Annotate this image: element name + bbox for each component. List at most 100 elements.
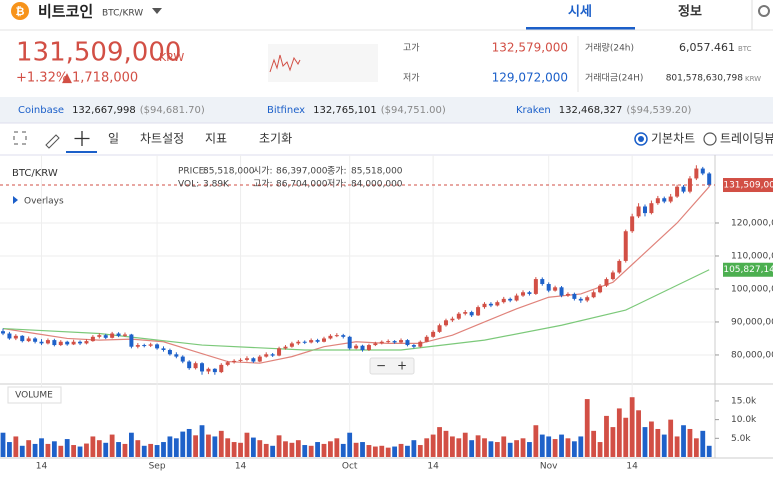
- logo-glyph: ₿: [16, 5, 25, 18]
- volume-bar: [141, 445, 147, 457]
- candle-body: [71, 341, 76, 345]
- legend-label: 종가:: [327, 166, 347, 177]
- candle-body: [334, 335, 339, 337]
- volume-bar: [610, 427, 616, 457]
- fullscreen-icon[interactable]: [13, 131, 27, 145]
- candle-body: [553, 287, 558, 291]
- volume-bar: [546, 436, 552, 457]
- volume-bar: [501, 436, 507, 457]
- candle-body: [187, 361, 192, 369]
- candle-body: [476, 307, 481, 316]
- candle-body: [232, 360, 237, 363]
- zoom-in[interactable]: +: [397, 359, 407, 373]
- candle-body: [347, 336, 352, 349]
- volume-bar: [642, 427, 648, 457]
- candle-body: [122, 334, 127, 336]
- indicators[interactable]: 지표: [205, 132, 227, 146]
- volume-bar: [32, 443, 38, 457]
- exchange-list: Coinbase 132,667,998 ($94,681.70) Bitfinex 1…: [18, 105, 692, 116]
- candle-body: [225, 362, 230, 365]
- candle-body: [116, 333, 121, 336]
- volume-bar: [597, 442, 603, 457]
- symbol: BTC/KRW: [12, 168, 58, 179]
- candle-body: [7, 333, 12, 339]
- volume-bar: [488, 441, 494, 457]
- candle-body: [302, 341, 307, 343]
- dropdown-arrow[interactable]: [152, 8, 162, 14]
- overlays[interactable]: Overlays: [24, 197, 64, 207]
- crosshair-icon[interactable]: [74, 131, 90, 146]
- volume-bar: [417, 445, 423, 457]
- candle-body: [521, 292, 526, 296]
- label: 고가: [403, 43, 420, 54]
- candle-body: [655, 198, 660, 204]
- candle-body: [244, 358, 249, 360]
- volume-bar: [430, 434, 436, 457]
- candle-body: [39, 341, 44, 344]
- volume-bar: [283, 441, 288, 457]
- exchange-name[interactable]: Coinbase: [18, 105, 64, 116]
- candle-body: [443, 320, 448, 326]
- volume-bar: [571, 441, 577, 457]
- volume-bar: [161, 442, 166, 457]
- period[interactable]: 일: [108, 132, 119, 146]
- tab[interactable]: 시세: [568, 5, 592, 20]
- volume-bar: [379, 445, 385, 457]
- candle-body: [296, 341, 301, 344]
- candle-body: [251, 358, 256, 362]
- exchange-name[interactable]: Kraken: [516, 105, 551, 116]
- volume-bar: [405, 445, 410, 457]
- chart-settings[interactable]: 차트설정: [140, 132, 184, 146]
- coin-name[interactable]: 비트코인: [38, 3, 93, 21]
- candle-body: [289, 343, 294, 347]
- radio[interactable]: [634, 132, 648, 146]
- volume-bar: [629, 397, 635, 457]
- volume-bar: [437, 427, 442, 457]
- volume-bar: [39, 438, 44, 457]
- volume-bar: [250, 437, 256, 457]
- chart-option[interactable]: 기본차트: [651, 132, 695, 146]
- volume-bar: [96, 440, 102, 457]
- volume-bar: [26, 440, 32, 457]
- candle-body: [354, 345, 359, 349]
- volume-bar: [398, 443, 404, 457]
- volume-badge: [7, 386, 62, 404]
- sparkline: [269, 54, 301, 73]
- volume-bar: [90, 436, 96, 457]
- reset[interactable]: 초기화: [259, 132, 292, 146]
- settings-icon[interactable]: [758, 5, 770, 17]
- candle-body: [681, 186, 686, 192]
- volume-bar: [559, 434, 564, 457]
- candle-body: [533, 279, 538, 294]
- candle-body: [200, 363, 205, 372]
- zoom-out[interactable]: −: [376, 359, 386, 373]
- candle-body: [675, 186, 680, 197]
- legend-value: 85,518,000: [351, 167, 403, 177]
- x-tick-label: Oct: [342, 462, 358, 472]
- candle-body: [135, 345, 140, 347]
- radio[interactable]: [703, 132, 717, 146]
- candle-body: [630, 216, 635, 232]
- candle-body: [623, 231, 628, 261]
- draw-icon[interactable]: [45, 134, 60, 149]
- exchange-name[interactable]: Bitfinex: [267, 105, 305, 116]
- candle-body: [110, 333, 115, 338]
- volume-bar: [129, 432, 134, 457]
- chart-option[interactable]: 트레이딩뷰: [720, 132, 773, 146]
- radio-dot: [638, 136, 644, 142]
- volume-bar: [681, 425, 686, 457]
- tab[interactable]: 정보: [678, 4, 702, 20]
- volume-bar: [116, 442, 121, 457]
- volume-bar: [13, 436, 19, 457]
- expand-arrow[interactable]: [13, 196, 18, 204]
- volume-bar: [520, 438, 526, 457]
- candle-body: [20, 335, 25, 342]
- volume-bar: [225, 438, 231, 457]
- volume-bar: [199, 425, 205, 457]
- candle-body: [103, 335, 108, 338]
- volume-bar: [244, 432, 250, 457]
- candle-body: [662, 198, 667, 202]
- volume-bar: [289, 442, 295, 457]
- volume-bar: [173, 438, 179, 457]
- price-tag: [723, 262, 773, 277]
